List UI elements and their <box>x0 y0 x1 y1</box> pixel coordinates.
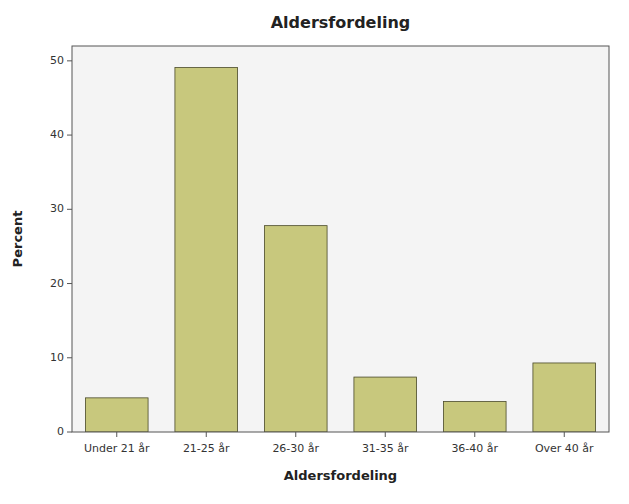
chart-container: 0 10 20 30 40 50 Under 21 år 21-25 år 26-30 år 31… <box>0 0 629 504</box>
y-tick-label: 0 <box>57 425 64 438</box>
y-tick <box>67 135 72 136</box>
y-tick <box>67 283 72 284</box>
x-tick-label: 31-35 år <box>362 442 409 455</box>
y-tick <box>67 60 72 61</box>
bar <box>85 398 148 432</box>
bar <box>175 68 238 432</box>
x-tick <box>206 432 207 437</box>
y-tick-label: 50 <box>50 54 64 67</box>
y-tick-label: 40 <box>50 128 64 141</box>
title: Aldersfordeling <box>271 13 411 32</box>
y-tick <box>67 357 72 358</box>
bar <box>443 402 506 432</box>
x-tick <box>564 432 565 437</box>
bar <box>354 377 417 432</box>
x-tick-label: 26-30 år <box>272 442 319 455</box>
x-axis: Under 21 år 21-25 år 26-30 år 31-35 år 36-40… <box>84 432 594 455</box>
x-tick <box>474 432 475 437</box>
x-axis-title: Aldersfordeling <box>284 468 397 483</box>
bars <box>85 68 595 432</box>
x-tick <box>295 432 296 437</box>
x-tick <box>116 432 117 437</box>
plot-frame <box>72 46 609 432</box>
x-tick-label: 21-25 år <box>183 442 230 455</box>
x-tick-label: 36-40 år <box>451 442 498 455</box>
y-axis: 0 10 20 30 40 50 <box>50 54 72 438</box>
bar <box>264 226 327 432</box>
y-tick-label: 10 <box>50 351 64 364</box>
plot-background <box>72 46 609 432</box>
x-tick-label: Under 21 år <box>84 442 150 455</box>
chart-svg: 0 10 20 30 40 50 Under 21 år 21-25 år 26-30 år 31… <box>0 0 629 504</box>
x-tick-label: Over 40 år <box>535 442 594 455</box>
bar <box>533 363 596 432</box>
y-tick <box>67 432 72 433</box>
x-tick <box>385 432 386 437</box>
y-tick <box>67 209 72 210</box>
y-tick-label: 30 <box>50 202 64 215</box>
y-tick-label: 20 <box>50 277 64 290</box>
y-axis-title: Percent <box>10 211 25 268</box>
